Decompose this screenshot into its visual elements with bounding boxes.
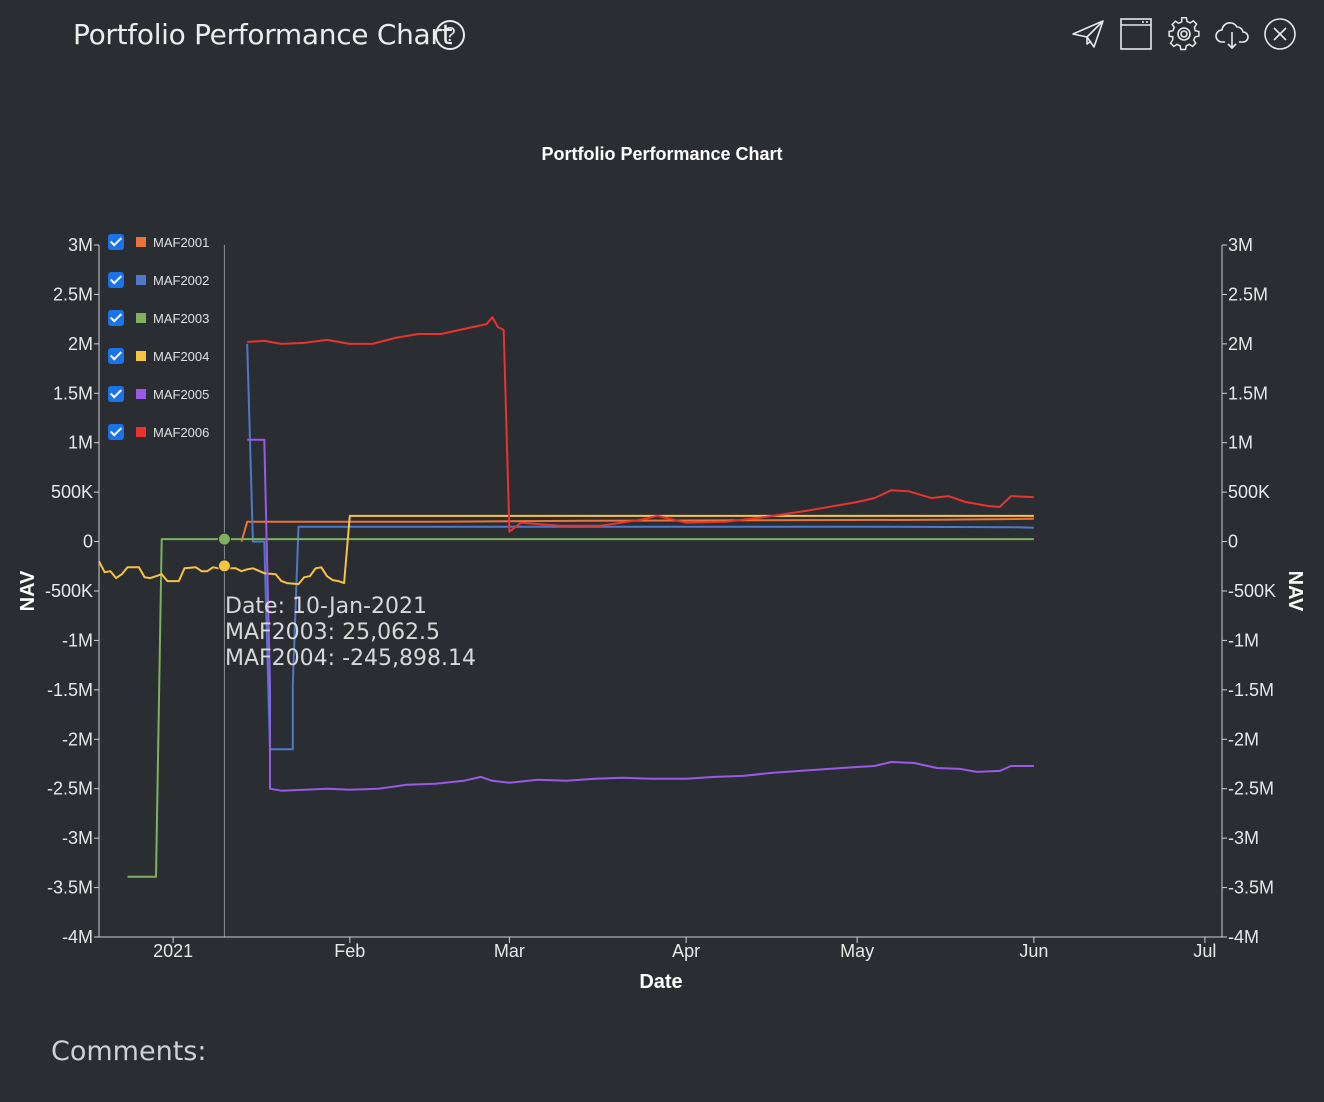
series-line-maf2005 xyxy=(247,438,1034,792)
y-tick-label: -3M xyxy=(62,828,93,848)
legend-checkbox[interactable] xyxy=(108,424,124,440)
legend-item-maf2002[interactable]: MAF2002 xyxy=(108,270,209,290)
chart-title: Portfolio Performance Chart xyxy=(541,144,783,164)
y2-tick-label: -1.5M xyxy=(1228,680,1274,700)
y-tick-label: 1M xyxy=(68,433,93,453)
legend-checkbox[interactable] xyxy=(108,272,124,288)
legend-swatch xyxy=(136,389,146,399)
send-button[interactable] xyxy=(1070,16,1106,52)
legend-label: MAF2004 xyxy=(153,348,210,364)
comments-label: Comments: xyxy=(51,1036,207,1067)
legend-label: MAF2006 xyxy=(153,424,210,440)
page-title: Portfolio Performance Chart xyxy=(73,18,453,51)
legend-label: MAF2005 xyxy=(153,386,210,402)
y2-tick-label: 2.5M xyxy=(1228,284,1268,304)
tooltip-line-maf2003: MAF2003: 25,062.5 xyxy=(225,620,441,645)
x-tick-label: Jun xyxy=(1019,941,1048,961)
y-tick-label: -1.5M xyxy=(47,680,93,700)
x-tick-label: Mar xyxy=(494,941,525,961)
y2-tick-label: 1M xyxy=(1228,433,1253,453)
y-tick-label: -4M xyxy=(62,927,93,947)
y-tick-label: 500K xyxy=(51,482,93,502)
legend-checkbox[interactable] xyxy=(108,310,124,326)
y-axis-title: NAV xyxy=(17,570,39,611)
legend-item-maf2001[interactable]: MAF2001 xyxy=(108,232,209,252)
y2-tick-label: -3M xyxy=(1228,828,1259,848)
y-tick-label: 0 xyxy=(83,532,93,552)
y2-tick-label: 500K xyxy=(1228,482,1270,502)
y-tick-label: -2M xyxy=(62,729,93,749)
cloud-download-icon xyxy=(1215,22,1249,49)
x-axis-title: Date xyxy=(639,971,682,993)
y-tick-label: 2.5M xyxy=(53,284,93,304)
y2-tick-label: -500K xyxy=(1228,581,1276,601)
hover-point-maf2003 xyxy=(217,532,231,546)
tooltip-line-maf2004: MAF2004: -245,898.14 xyxy=(225,646,476,671)
legend-checkbox[interactable] xyxy=(108,386,124,402)
legend-item-maf2006[interactable]: MAF2006 xyxy=(108,422,209,442)
legend-checkbox[interactable] xyxy=(108,234,124,250)
send-icon xyxy=(1072,20,1104,48)
legend-label: MAF2002 xyxy=(153,272,210,288)
settings-button[interactable] xyxy=(1166,16,1202,52)
help-button[interactable]: ? xyxy=(435,20,465,50)
legend-swatch xyxy=(136,313,146,323)
legend-swatch xyxy=(136,275,146,285)
series-line-maf2006 xyxy=(247,316,1034,533)
y-tick-label: 1.5M xyxy=(53,383,93,403)
x-tick-label: Jul xyxy=(1193,941,1216,961)
y2-axis-title: NAV xyxy=(1284,571,1306,612)
y-tick-label: -2.5M xyxy=(47,779,93,799)
toolbar xyxy=(1070,16,1298,52)
y2-tick-label: -1M xyxy=(1228,630,1259,650)
series-line-maf2003 xyxy=(127,538,1034,878)
legend-checkbox[interactable] xyxy=(108,348,124,364)
series-line-maf2002 xyxy=(246,343,1034,751)
x-tick-label: 2021 xyxy=(153,941,193,961)
close-button[interactable] xyxy=(1262,16,1298,52)
legend-item-maf2005[interactable]: MAF2005 xyxy=(108,384,209,404)
legend-swatch xyxy=(136,427,146,437)
gear-icon xyxy=(1168,16,1200,51)
y2-tick-label: -2.5M xyxy=(1228,779,1274,799)
legend-label: MAF2003 xyxy=(153,310,210,326)
x-tick-label: Apr xyxy=(672,941,700,961)
series-line-maf2004 xyxy=(98,514,1034,586)
series-line-maf2001 xyxy=(240,517,1034,542)
legend-item-maf2004[interactable]: MAF2004 xyxy=(108,346,209,366)
y2-tick-label: -4M xyxy=(1228,927,1259,947)
y2-tick-label: 2M xyxy=(1228,334,1253,354)
legend-swatch xyxy=(136,237,146,247)
close-icon xyxy=(1264,18,1296,50)
legend-label: MAF2001 xyxy=(153,234,210,250)
download-button[interactable] xyxy=(1214,16,1250,52)
y2-tick-label: 3M xyxy=(1228,235,1253,255)
hover-point-maf2004 xyxy=(217,559,231,573)
y2-tick-label: -2M xyxy=(1228,729,1259,749)
chart-tooltip: Date: 10-Jan-2021 MAF2003: 25,062.5 MAF2… xyxy=(225,594,476,672)
legend-swatch xyxy=(136,351,146,361)
window-button[interactable] xyxy=(1118,16,1154,52)
x-tick-label: May xyxy=(840,941,874,961)
y-tick-label: -3.5M xyxy=(47,878,93,898)
y2-tick-label: 0 xyxy=(1228,532,1238,552)
legend-item-maf2003[interactable]: MAF2003 xyxy=(108,308,209,328)
y-tick-label: 2M xyxy=(68,334,93,354)
y-tick-label: -1M xyxy=(62,630,93,650)
y2-tick-label: -3.5M xyxy=(1228,878,1274,898)
window-icon xyxy=(1120,18,1152,50)
y2-tick-label: 1.5M xyxy=(1228,383,1268,403)
y-tick-label: -500K xyxy=(45,581,93,601)
tooltip-date: Date: 10-Jan-2021 xyxy=(225,594,427,619)
x-tick-label: Feb xyxy=(334,941,365,961)
y-tick-label: 3M xyxy=(68,235,93,255)
